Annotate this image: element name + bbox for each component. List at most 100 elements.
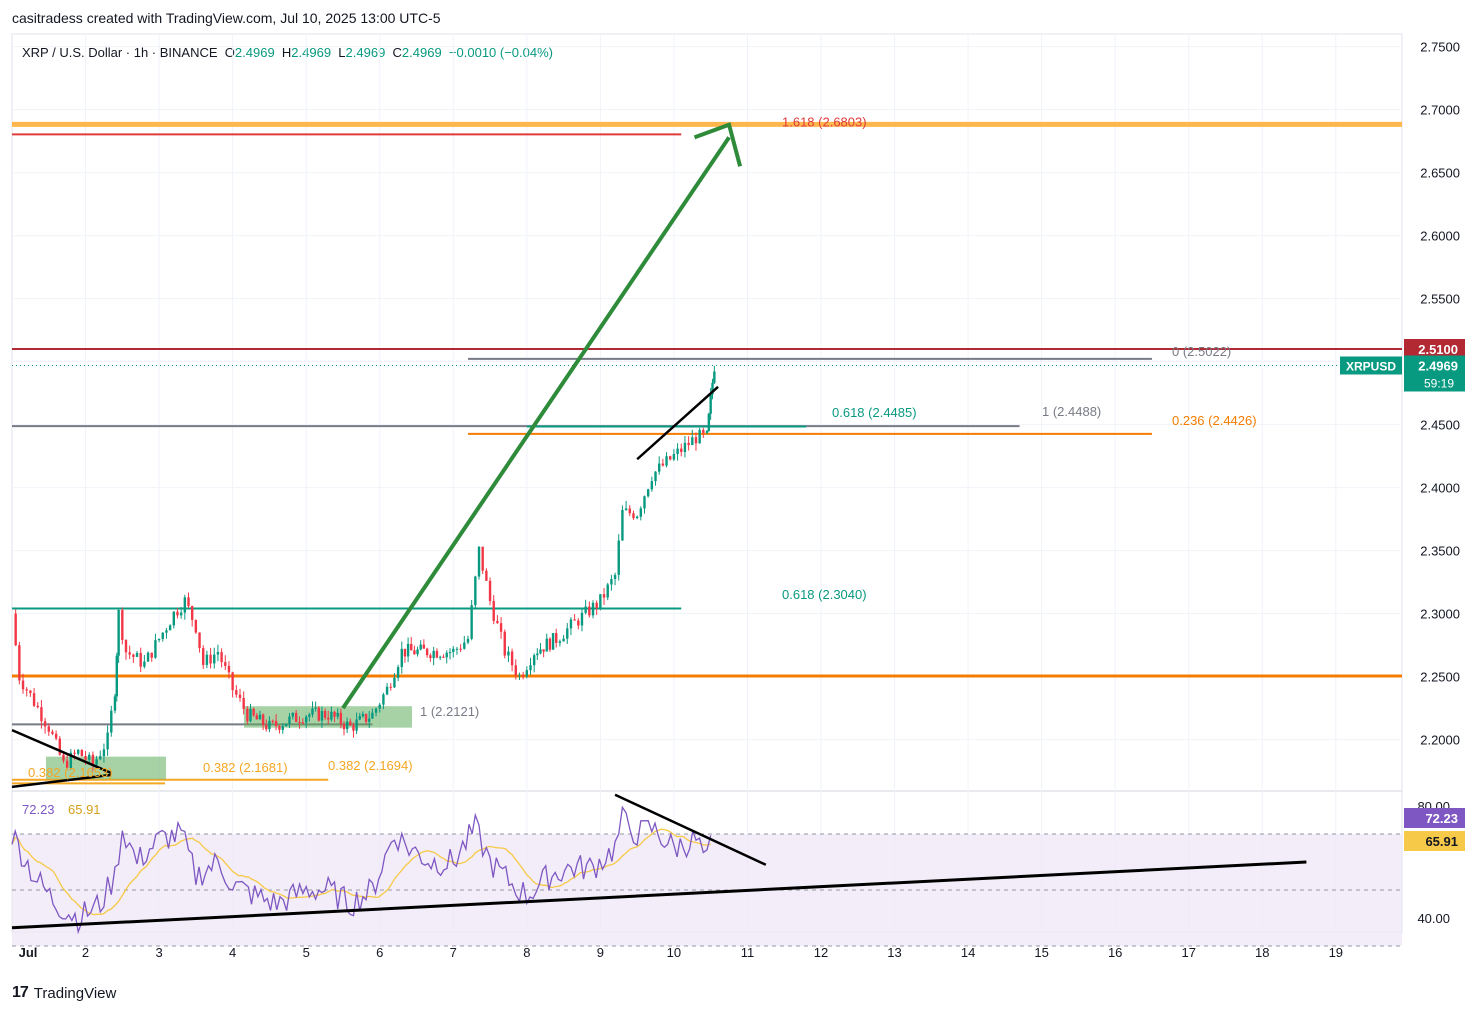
candle-body — [711, 382, 714, 395]
candle-body — [102, 749, 106, 757]
candle-body — [448, 652, 452, 654]
candle-body — [643, 496, 646, 509]
candle-body — [298, 722, 301, 724]
candle-body — [255, 715, 258, 720]
candle-body — [80, 749, 84, 757]
x-tick-label: 16 — [1108, 945, 1122, 960]
candle-body — [577, 620, 580, 626]
tradingview-logo[interactable]: 17 TradingView — [12, 984, 116, 1002]
candle-body — [308, 714, 311, 717]
candle-body — [691, 437, 694, 446]
candle-body — [503, 631, 506, 656]
trend-drawings — [11, 122, 743, 789]
candle-body — [429, 655, 432, 659]
candle-body — [669, 456, 672, 460]
candle-body — [694, 437, 698, 444]
symbol-tag — [1340, 356, 1402, 375]
candle-body — [342, 724, 346, 730]
candle-body — [84, 756, 87, 760]
close-value: 2.4969 — [401, 45, 442, 60]
candle-body — [330, 711, 333, 720]
candle-body — [617, 540, 620, 575]
candle-body — [661, 463, 665, 466]
candle-body — [146, 652, 150, 662]
candle-body — [314, 707, 317, 709]
candle-body — [492, 601, 495, 621]
fib-annotation: 0.618 (2.3040) — [782, 587, 867, 602]
candle-body — [320, 711, 324, 721]
x-tick-label: 7 — [450, 945, 457, 960]
candle-body — [190, 606, 194, 620]
candle-body — [291, 712, 295, 717]
trend-line — [11, 729, 112, 775]
y-tick-label: 2.3500 — [1420, 544, 1460, 559]
candle-body — [76, 749, 80, 754]
candle-body — [161, 632, 164, 639]
candle-body — [242, 698, 245, 709]
candle-body — [336, 712, 339, 717]
candle-body — [317, 707, 320, 721]
candle-body — [352, 725, 355, 731]
candle-body — [345, 721, 349, 730]
candle-body — [558, 641, 562, 643]
candle-body — [128, 652, 131, 655]
rsi-ma-legend-value: 65.91 — [68, 802, 101, 817]
candle-body — [187, 597, 190, 607]
candle-body — [43, 721, 47, 727]
candle-body — [252, 708, 255, 716]
x-tick-label: 3 — [155, 945, 162, 960]
candle-body — [54, 733, 58, 739]
tradingview-logo-icon: 17 — [12, 984, 29, 1001]
candle-body — [403, 648, 407, 657]
axes: 2.75002.70002.65002.60002.55002.50002.45… — [19, 40, 1460, 960]
grid — [11, 33, 1403, 933]
candle-body — [525, 670, 529, 677]
fib-annotation: 0.382 (2.1681) — [203, 760, 288, 775]
candle-body — [562, 638, 565, 642]
candle-body — [121, 610, 124, 640]
candle-body — [477, 546, 481, 577]
candle-body — [355, 719, 358, 731]
candle-body — [288, 716, 291, 724]
candle-body — [99, 756, 102, 760]
x-tick-label: 12 — [814, 945, 828, 960]
candle-body — [488, 580, 492, 602]
symbol-tag-text: XRPUSD — [1346, 360, 1396, 374]
candle-body — [327, 717, 330, 720]
rsi-trend-line — [11, 860, 1307, 930]
candle-body — [705, 430, 709, 433]
candle-body — [532, 655, 536, 666]
candle-body — [573, 619, 576, 621]
x-tick-label: 2 — [82, 945, 89, 960]
x-tick-label: 18 — [1255, 945, 1269, 960]
candle-body — [249, 708, 252, 722]
candle-body — [47, 726, 50, 732]
candle-body — [713, 371, 716, 383]
candle-body — [333, 711, 336, 717]
candle-body — [610, 579, 613, 585]
candle-body — [58, 738, 62, 755]
x-tick-label: 8 — [523, 945, 530, 960]
rsi-band — [12, 834, 1402, 946]
candle-body — [106, 732, 109, 750]
low-value: 2.4969 — [345, 45, 386, 60]
candle-body — [311, 708, 314, 715]
candle-body — [110, 710, 113, 733]
candle-body — [183, 597, 187, 613]
candle-body — [139, 652, 142, 667]
last-price-text: 2.4969 — [1418, 359, 1458, 374]
fib-annotation: 1 (2.4488) — [1042, 404, 1101, 419]
candle-body — [521, 675, 525, 677]
candle-body — [168, 625, 172, 631]
candle-body — [194, 619, 198, 633]
countdown-timer: 59:19 — [1424, 377, 1454, 391]
rsi-value-tag-text: 65.91 — [1425, 834, 1458, 849]
candle-body — [73, 752, 76, 754]
rsi-value-tag — [1404, 808, 1465, 828]
tradingview-brand: TradingView — [33, 984, 117, 1002]
candle-body — [157, 638, 161, 641]
rsi-pane[interactable] — [11, 793, 1402, 947]
rsi-value-tag-text: 72.23 — [1425, 811, 1458, 826]
candle-body — [632, 513, 635, 519]
